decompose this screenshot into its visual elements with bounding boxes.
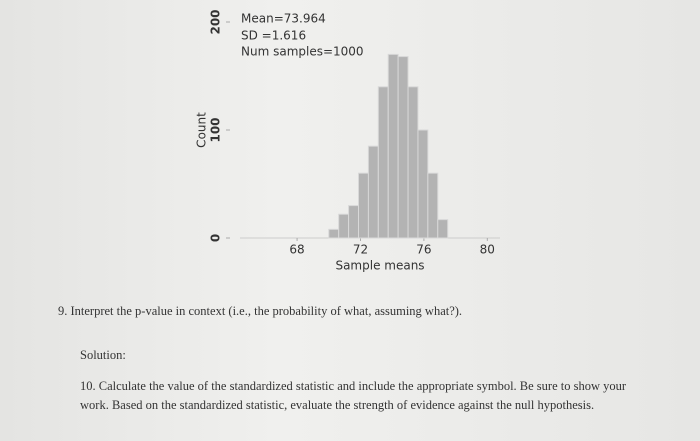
annotation: Num samples=1000 [241, 45, 364, 59]
chart: Mean=73.964 SD =1.616 Num samples=1000 S… [195, 9, 500, 273]
bar [397, 56, 409, 239]
annotation: SD =1.616 [241, 29, 306, 43]
bar [417, 129, 429, 239]
bar [427, 172, 439, 239]
bar [437, 219, 449, 239]
question-10: 10. Calculate the value of the standardi… [80, 379, 627, 412]
y-axis-label: Count [195, 112, 209, 148]
bar [377, 86, 389, 239]
x-tick-label: 76 [416, 243, 431, 257]
x-tick-label: 80 [480, 243, 495, 257]
x-axis-label: Sample means [335, 259, 424, 273]
y-tick-label: 200 [209, 9, 223, 34]
bar [338, 213, 350, 239]
solution-label: Solution: [80, 348, 126, 362]
x-tick-label: 72 [353, 243, 368, 257]
question-9: 9. Interpret the p-value in context (i.e… [58, 304, 463, 318]
bar [407, 86, 419, 239]
bar [348, 205, 360, 239]
bar [328, 228, 340, 239]
bar [387, 53, 399, 239]
x-tick-label: 68 [289, 243, 304, 257]
y-tick-label: 0 [209, 234, 223, 242]
bar [367, 145, 379, 239]
y-tick-label: 100 [209, 117, 223, 142]
bar [358, 172, 369, 239]
annotation: Mean=73.964 [241, 12, 326, 26]
